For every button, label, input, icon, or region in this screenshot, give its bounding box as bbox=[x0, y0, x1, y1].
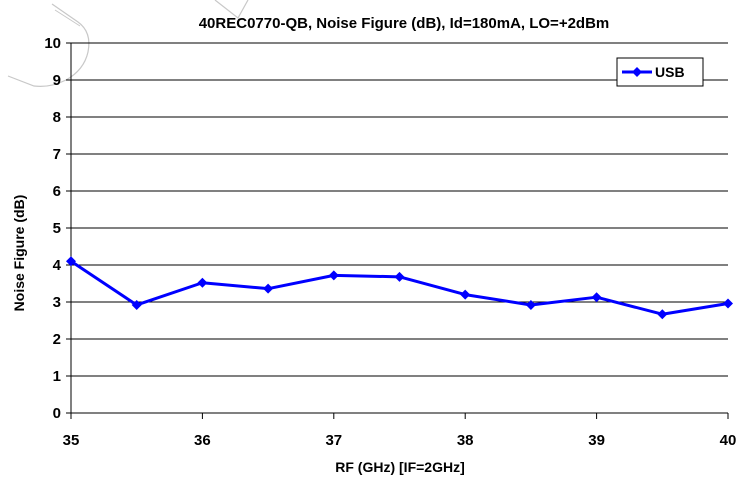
y-tick-label-2: 2 bbox=[53, 331, 61, 348]
x-tick-label-37: 37 bbox=[325, 432, 342, 449]
series-line-usb bbox=[70, 260, 729, 316]
x-tick-label-40: 40 bbox=[720, 432, 737, 449]
legend: USB bbox=[616, 57, 704, 87]
y-axis-label: Noise Figure (dB) bbox=[11, 195, 27, 312]
x-axis-label: RF (GHz) [IF=2GHz] bbox=[335, 459, 465, 475]
axes bbox=[66, 42, 729, 419]
y-tick-label-5: 5 bbox=[53, 220, 61, 237]
data-point-40 bbox=[723, 298, 733, 309]
data-point-37 bbox=[328, 270, 339, 281]
data-point-36.5 bbox=[263, 283, 274, 294]
y-tick-label-4: 4 bbox=[53, 257, 62, 274]
series-usb bbox=[66, 256, 733, 320]
x-tick-label-36: 36 bbox=[194, 432, 211, 449]
y-tick-label-10: 10 bbox=[44, 35, 61, 52]
y-tick-labels: 0 1 2 3 4 5 6 7 8 9 10 bbox=[44, 35, 61, 422]
x-tick-label-35: 35 bbox=[63, 432, 80, 449]
legend-marker-usb bbox=[632, 67, 642, 77]
y-tick-label-6: 6 bbox=[53, 183, 61, 200]
watermark-logo-inner bbox=[54, 9, 81, 27]
y-tick-label-7: 7 bbox=[53, 146, 61, 163]
watermark-logo-top bbox=[214, 0, 249, 19]
x-tick-label-39: 39 bbox=[588, 432, 605, 449]
data-point-39 bbox=[591, 292, 602, 303]
y-tick-label-8: 8 bbox=[53, 109, 61, 126]
data-point-35 bbox=[66, 256, 76, 267]
data-point-38.5 bbox=[525, 299, 536, 310]
x-tick-labels: 35 36 37 38 39 40 bbox=[63, 432, 737, 449]
y-tick-label-9: 9 bbox=[53, 72, 61, 89]
data-point-39.5 bbox=[657, 309, 668, 320]
y-tick-label-0: 0 bbox=[53, 405, 61, 422]
grid-lines bbox=[71, 42, 728, 377]
y-tick-label-1: 1 bbox=[53, 368, 61, 385]
data-point-36 bbox=[197, 277, 208, 288]
data-point-35.5 bbox=[131, 299, 142, 310]
data-point-37.5 bbox=[394, 271, 405, 282]
legend-label-usb: USB bbox=[655, 64, 685, 80]
y-tick-label-3: 3 bbox=[53, 294, 61, 311]
chart-title: 40REC0770-QB, Noise Figure (dB), Id=180m… bbox=[199, 15, 610, 32]
x-tick-label-38: 38 bbox=[457, 432, 474, 449]
data-point-38 bbox=[460, 289, 471, 300]
watermark-logo bbox=[7, 3, 90, 87]
